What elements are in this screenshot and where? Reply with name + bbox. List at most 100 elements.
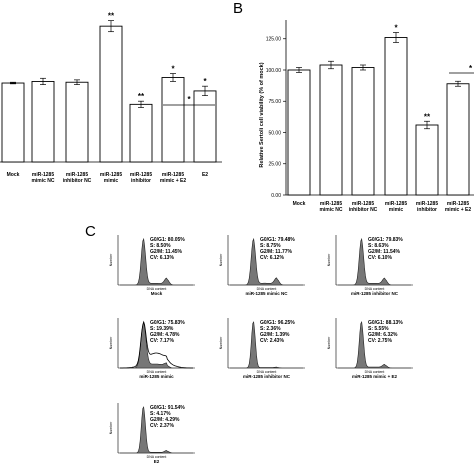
panel-b-bar [384, 37, 408, 196]
histogram-stat-label: CV: 6.12% [260, 255, 284, 261]
panel-b-bar [415, 124, 439, 196]
histogram-stat-label: S: 8.75% [260, 243, 281, 249]
panel-b-bar [351, 67, 375, 196]
histogram-stat-label: CV: 2.75% [368, 338, 392, 344]
histogram-stat-label: G0/G1: 96.25% [260, 320, 295, 326]
panel-a-bar [129, 103, 153, 163]
panel-b-y-tick-label: 0.00 [271, 193, 281, 199]
histogram-stat-label: CV: 6.13% [150, 255, 174, 261]
histogram-y-axis-label: Number [109, 421, 113, 434]
panel-a-bar [31, 80, 55, 163]
panel-a-category-label: mimic + E2 [160, 178, 186, 184]
histogram-area [120, 406, 193, 454]
panel-a-bracket-label: * [187, 95, 191, 104]
panel-a-bar [1, 82, 25, 163]
panel-b-category-label: Mock [293, 201, 306, 207]
panel-b-y-tick-label: 75.00 [268, 99, 281, 105]
panel-a-category-label: mimic [104, 178, 119, 184]
histogram-y-axis-label: Number [219, 336, 223, 349]
histogram-stat-label: S: 8.63% [368, 243, 389, 249]
panel-a-significance: ** [108, 12, 115, 21]
histogram-stat-label: G2/M: 1.39% [260, 332, 290, 338]
histogram-stat-label: G0/G1: 88.13% [368, 320, 403, 326]
panel-b-bracket-label: * [469, 64, 473, 73]
histogram-y-axis-label: Number [327, 336, 331, 349]
panel-b-category-label: miR-1285 [352, 201, 374, 207]
histogram-stat-label: CV: 2.43% [260, 338, 284, 344]
histogram-area [338, 237, 411, 286]
histogram-stat-label: G2/M: 11.54% [368, 249, 401, 255]
histogram-area [230, 321, 303, 369]
panel-b-category-label: miR-1285 [416, 201, 438, 207]
histogram-stat-label: S: 5.55% [368, 326, 389, 332]
panel-a-category-label: E2 [202, 172, 208, 178]
panel-a-category-label: miR-1285 [100, 172, 122, 178]
panel-b-bar [446, 83, 470, 196]
panel-b-significance: * [394, 24, 398, 33]
histogram-area [120, 237, 193, 286]
histogram-sample-name: miR-1285 inhibitor NC [243, 374, 291, 379]
histogram-stat-label: G0/G1: 80.05% [150, 237, 185, 243]
panel-a-bar [161, 77, 185, 163]
panel-b-y-tick-label: 50.00 [268, 130, 281, 136]
histogram-stat-label: S: 2.36% [260, 326, 281, 332]
panel-a-category-label: inhibitor NC [63, 178, 92, 184]
panel-b-category-label: inhibitor [417, 207, 437, 213]
panel-label-b: B [233, 0, 243, 17]
histogram-sample-name: miR-1285 mimic + E2 [352, 374, 397, 379]
histogram-stat-label: G2/M: 11.45% [150, 249, 183, 255]
panel-a-category-label: mimic NC [31, 178, 54, 184]
panel-a-bar [99, 25, 123, 163]
panel-a-category-label: miR-1285 [162, 172, 184, 178]
histogram-y-axis-label: Number [327, 253, 331, 266]
panel-b-y-tick-label: 25.00 [268, 162, 281, 168]
histogram-stat-label: G2/M: 4.78% [150, 332, 180, 338]
histogram-stat-label: G0/G1: 75.83% [150, 320, 185, 326]
histogram-stat-label: CV: 7.17% [150, 338, 174, 344]
histogram-x-axis-label: DNA content [257, 370, 277, 374]
panel-b-y-tick-label: 125.00 [266, 37, 282, 43]
panel-b-category-label: mimic NC [319, 207, 342, 213]
histogram-x-axis-label: DNA content [147, 370, 167, 374]
panel-a-category-label: Mock [7, 172, 20, 178]
panel-b-category-label: inhibitor NC [349, 207, 378, 213]
panel-a-category-label: miR-1285 [130, 172, 152, 178]
histogram-sample-name: miR-1285 mimic [139, 374, 174, 379]
histogram-x-axis-label: DNA content [147, 287, 167, 291]
histogram-stat-label: G2/M: 4.29% [150, 417, 180, 423]
panel-a-category-label: inhibitor [131, 178, 151, 184]
panel-b-significance: ** [424, 112, 431, 121]
panel-a-bar [65, 81, 89, 163]
histogram-stat-label: G2/M: 11.77% [260, 249, 293, 255]
histogram-stat-label: S: 8.50% [150, 243, 171, 249]
histogram-stat-label: G0/G1: 79.48% [260, 237, 295, 243]
histogram-sample-name: E2 [154, 459, 160, 464]
histogram-sample-name: miR-1285 mimic NC [245, 291, 288, 296]
histogram-x-axis-label: DNA content [257, 287, 277, 291]
histogram-sample-name: Mock [151, 291, 163, 296]
panel-b-bar [319, 64, 343, 196]
panel-a-significance: * [203, 77, 207, 86]
panel-a-category-label: miR-1285 [32, 172, 54, 178]
panel-a-significance: ** [138, 92, 145, 101]
histogram-x-axis-label: DNA content [365, 287, 385, 291]
panel-a-bar [193, 90, 217, 163]
histogram-stat-label: S: 4.17% [150, 411, 171, 417]
histogram-y-axis-label: Number [109, 253, 113, 266]
histogram-stat-label: G0/G1: 79.83% [368, 237, 403, 243]
histogram-area [338, 321, 411, 369]
panel-a-category-label: miR-1285 [66, 172, 88, 178]
panel-label-c: C [85, 223, 96, 240]
panel-b-category-label: miR-1285 [385, 201, 407, 207]
histogram-stat-label: G2/M: 6.32% [368, 332, 398, 338]
histogram-sample-name: miR-1285 inhibitor NC [351, 291, 399, 296]
histogram-area [230, 237, 303, 286]
